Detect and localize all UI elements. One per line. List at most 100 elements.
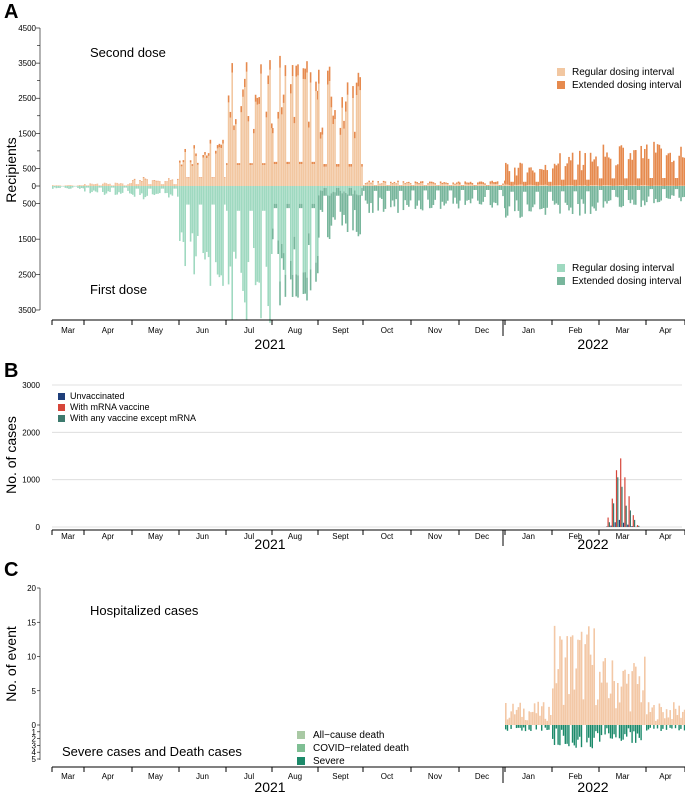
panel-a-bar-first-regular	[66, 186, 68, 189]
panel-a-bar-second-extended	[209, 139, 212, 144]
panel-a-bar-first-extended	[571, 186, 574, 215]
panel-a-bar-first-extended	[330, 193, 333, 226]
panel-c-bar-severe	[564, 725, 566, 744]
panel-a-bar-first-regular	[68, 186, 70, 189]
panel-a-bar-first-regular	[236, 186, 239, 211]
panel-a-bar-first-regular	[260, 186, 262, 319]
panel-a-bar-second-extended	[267, 75, 269, 85]
panel-a-bar-second-regular	[412, 185, 415, 186]
panel-a-legend-swatch	[557, 277, 565, 285]
panel-a-bar-second-extended	[395, 183, 397, 185]
panel-a-bar-first-extended	[291, 274, 294, 297]
panel-a-month-label: May	[148, 326, 163, 335]
panel-a-bar-second-extended	[416, 182, 418, 184]
panel-a-bar-second-extended	[297, 64, 299, 76]
panel-a-bar-second-regular	[384, 182, 387, 186]
panel-a-bar-first-extended	[486, 186, 488, 190]
panel-a-bar-second-extended	[271, 123, 273, 129]
panel-a-bar-first-regular	[224, 186, 226, 205]
panel-a-bar-second-extended	[439, 181, 442, 184]
panel-a-bar-second-extended	[595, 156, 597, 186]
panel-a-bar-second-extended	[206, 155, 208, 158]
panel-c-bar-hospitalized	[561, 639, 563, 725]
panel-a-bar-second-regular	[382, 182, 385, 186]
panel-a-bar-second-extended	[384, 181, 387, 183]
panel-b-month-label: Dec	[475, 532, 489, 541]
panel-a-bar-second-extended	[591, 161, 594, 186]
panel-a-bar-second-regular	[215, 153, 217, 186]
panel-a-bar-second-regular	[238, 164, 241, 186]
panel-a-bar-second-extended	[588, 179, 590, 186]
panel-a-bar-second-regular	[438, 185, 440, 186]
panel-b-bar-nonmrna	[608, 522, 610, 527]
panel-a-bar-first-extended	[544, 186, 547, 215]
panel-a-bar-second-extended	[291, 65, 294, 77]
panel-a-bar-second-extended	[500, 185, 502, 186]
panel-a-bar-first-extended	[667, 186, 670, 199]
panel-a-bar-first-extended	[454, 186, 456, 198]
panel-c-bar-hospitalized	[521, 716, 523, 725]
panel-a-bar-first-regular	[135, 186, 138, 189]
panel-a-bar-first-regular	[359, 186, 361, 195]
panel-a-y-tick-label: 3500	[18, 59, 36, 68]
panel-a-bar-second-extended	[182, 160, 185, 163]
panel-a-bar-first-extended	[669, 186, 671, 199]
panel-a-bar-second-extended	[155, 180, 157, 182]
panel-c-bar-severe	[586, 725, 588, 743]
panel-c-bar-severe	[562, 725, 565, 736]
panel-a-bar-second-extended	[184, 148, 186, 153]
panel-a-bar-second-regular	[66, 185, 68, 186]
panel-a-bar-second-extended	[198, 177, 201, 179]
panel-a-bar-second-regular	[275, 164, 278, 186]
panel-a-bar-second-extended	[368, 180, 370, 183]
panel-c-bar-hospitalized	[526, 720, 529, 725]
panel-a-bar-first-extended	[357, 195, 360, 237]
panel-a-bar-second-regular	[153, 180, 156, 186]
panel-a-bar-second-regular	[644, 185, 646, 186]
panel-a-bar-first-regular	[130, 186, 133, 194]
panel-c-month-label: Jan	[522, 772, 535, 781]
panel-a-bar-second-extended	[193, 145, 195, 149]
panel-a-bar-first-regular	[116, 186, 118, 195]
panel-a-bar-second-extended	[202, 154, 204, 158]
panel-c-bar-hospitalized	[523, 708, 525, 725]
panel-a-bar-first-extended	[359, 194, 361, 235]
panel-a-bar-first-extended	[508, 186, 511, 207]
panel-c-bar-hospitalized	[604, 658, 606, 725]
panel-c-bar-severe	[530, 725, 532, 731]
panel-b-bar-mrna	[620, 458, 622, 527]
panel-c-bar-hospitalized	[589, 654, 592, 725]
panel-a-bar-first-regular	[129, 186, 131, 194]
panel-a-bar-second-regular	[393, 183, 396, 186]
panel-a-bar-first-extended	[317, 255, 319, 274]
panel-a-bar-second-regular	[151, 181, 154, 186]
panel-a-bar-second-extended	[460, 185, 463, 186]
panel-a-legend-swatch	[557, 81, 565, 89]
panel-c-bar-severe	[523, 725, 525, 728]
panel-a-bar-second-regular	[159, 181, 161, 186]
panel-a-bar-second-regular	[348, 166, 351, 186]
panel-a-month-label: Apr	[659, 326, 672, 335]
panel-a-bar-first-extended	[393, 186, 396, 207]
panel-a-bar-first-regular	[70, 186, 72, 189]
panel-a-bar-second-extended	[636, 178, 639, 186]
panel-a-bar-second-extended	[647, 158, 650, 186]
panel-a-bar-first-extended	[282, 253, 285, 270]
panel-a-bar-first-extended	[484, 186, 486, 198]
panel-a-bar-second-extended	[462, 185, 465, 186]
panel-a-bar-first-regular	[311, 186, 314, 204]
panel-a-bar-second-regular	[559, 185, 561, 186]
panel-a-bar-second-extended	[348, 164, 351, 167]
panel-a-bar-second-extended	[200, 177, 203, 179]
panel-c-bar-hospitalized	[606, 682, 608, 725]
panel-a-bar-second-regular	[584, 185, 586, 186]
panel-a-bar-first-regular	[98, 186, 100, 188]
panel-a-bar-second-regular	[105, 183, 108, 186]
panel-a-bar-second-extended	[443, 182, 445, 184]
panel-a-bar-second-extended	[204, 152, 206, 155]
panel-c-legend-swatch	[297, 744, 305, 752]
panel-c-bar-hospitalized	[673, 702, 675, 725]
panel-c-bar-hospitalized	[562, 704, 565, 725]
panel-a-bar-second-extended	[480, 181, 483, 184]
panel-c-upper-label: Hospitalized cases	[90, 603, 199, 618]
